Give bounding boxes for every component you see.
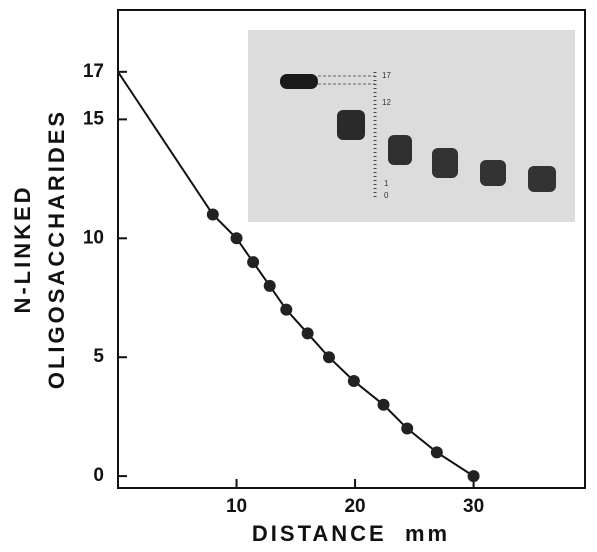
y-tick-label: 0 (93, 465, 104, 486)
data-point (347, 374, 360, 387)
y-tick-label: 5 (93, 346, 104, 367)
x-tick-label: 20 (344, 496, 365, 517)
data-point (467, 470, 480, 483)
data-point (247, 256, 260, 269)
data-point (322, 351, 335, 364)
y-tick-label: 17 (83, 61, 104, 82)
data-point (430, 446, 443, 459)
gel-background (248, 30, 575, 222)
y-tick-label: 15 (83, 108, 105, 129)
gel-label: 17 (382, 71, 391, 80)
data-point (377, 398, 390, 411)
gel-band (480, 160, 506, 186)
y-tick-label: 10 (83, 227, 104, 248)
plot-frame (117, 9, 586, 489)
data-point (263, 279, 276, 292)
x-tick-label: 30 (463, 496, 484, 517)
y-axis-label: OLIGOSACCHARIDES (44, 109, 69, 389)
gel-inset: 17 12 1 0 (248, 30, 575, 222)
data-point (401, 422, 414, 435)
gel-band (528, 166, 556, 192)
x-tick-label: 10 (226, 496, 247, 517)
data-point (301, 327, 314, 340)
x-axis-label: DISTANCE mm (252, 521, 450, 546)
gel-label: 12 (382, 98, 391, 107)
data-point (206, 208, 219, 221)
y-axis-label: N-LINKED (10, 184, 35, 313)
data-point (280, 303, 293, 316)
gel-band (388, 135, 412, 165)
gel-band (432, 148, 458, 178)
gel-label: 1 (384, 179, 389, 188)
gel-band (337, 110, 365, 140)
data-point (230, 232, 243, 245)
gel-band (280, 74, 318, 89)
gel-label: 0 (384, 191, 389, 200)
